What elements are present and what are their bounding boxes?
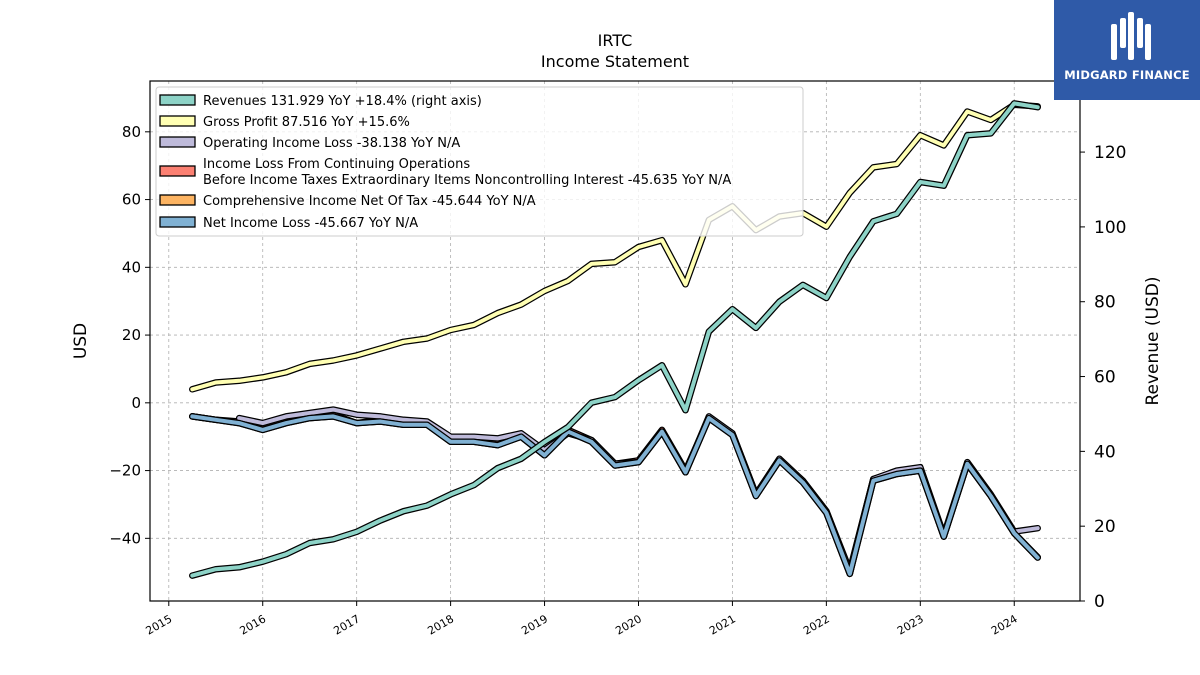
x-tick-label: 2023 (895, 612, 926, 637)
y-left-tick-label: −20 (109, 462, 141, 480)
plot-frame (149, 80, 1081, 602)
legend-label: Revenues 131.929 YoY +18.4% (right axis) (203, 94, 482, 109)
legend-swatch-comprehensive-income-net-of-tax (159, 194, 196, 206)
legend-label: Operating Income Loss -38.138 YoY N/A (203, 136, 460, 151)
legend-box (155, 86, 804, 237)
y-left-tick-label: −40 (109, 529, 141, 547)
net-income-loss-line (190, 414, 1040, 576)
x-tick-label: 2022 (801, 612, 832, 637)
y-right-tick-label: 60 (1094, 368, 1116, 388)
legend: Revenues 131.929 YoY +18.4% (right axis)… (155, 86, 804, 237)
x-tick-label: 2017 (331, 612, 362, 637)
y-right-tick-label: 20 (1094, 517, 1116, 537)
y-left-tick-label: 40 (122, 258, 141, 276)
legend-label: Income Loss From Continuing Operations (203, 157, 470, 172)
y-axis-label-right: Revenue (USD) (1143, 276, 1163, 405)
income-loss-from-continuing-operations-before-income-taxes-extraordinary-items-noncontrolling-interest-line (190, 412, 1040, 575)
comprehensive-income-net-of-tax-line-outline (189, 413, 1041, 578)
y-right-tick-label: 0 (1094, 592, 1105, 612)
y-left-tick-label: 80 (122, 123, 141, 141)
y-left-tick-label: 0 (131, 394, 141, 412)
midgard-finance-logo: MIDGARD FINANCE (1054, 0, 1200, 100)
y-axis-label-left: USD (71, 323, 91, 359)
chart-title: IRTC (597, 31, 633, 50)
legend-label: Gross Profit 87.516 YoY +15.6% (203, 115, 410, 130)
y-right-tick-label: 80 (1094, 293, 1116, 313)
x-tick-label: 2024 (989, 612, 1020, 637)
y-right-tick-label: 120 (1094, 143, 1126, 163)
revenues-line (190, 101, 1040, 578)
y-left-tick-label: 60 (122, 191, 141, 209)
comprehensive-income-net-of-tax-line (190, 414, 1040, 576)
income-loss-from-continuing-operations-before-income-taxes-extraordinary-items-noncontrolling-interest-line-outline (189, 411, 1041, 576)
legend-label: Before Income Taxes Extraordinary Items … (203, 173, 731, 188)
x-tick-label: 2018 (425, 612, 456, 637)
legend-swatch-gross-profit (159, 115, 196, 127)
x-tick-label: 2021 (707, 612, 738, 637)
legend-swatch-revenues (159, 94, 196, 106)
legend-swatch-net-income-loss (159, 216, 196, 228)
y-right-tick-label: 40 (1094, 442, 1116, 462)
x-tick-label: 2019 (519, 612, 550, 637)
y-right-tick-label: 100 (1094, 218, 1126, 238)
net-income-loss-line-outline (189, 413, 1041, 578)
legend-label: Comprehensive Income Net Of Tax -45.644 … (203, 194, 536, 209)
logo-name: MIDGARD FINANCE (1064, 68, 1190, 82)
legend-swatch-income-loss-from-continuing-operations-before-income-taxes-extraordinary-items-noncontrolling-interest (159, 165, 196, 177)
gross-profit-line (190, 102, 1040, 392)
legend-swatch-operating-income-loss (159, 136, 196, 148)
x-tick-label: 2020 (613, 612, 644, 637)
midgard-logo-icon (1111, 12, 1151, 60)
legend-label: Net Income Loss -45.667 YoY N/A (203, 216, 418, 231)
chart-subtitle: Income Statement (540, 52, 690, 71)
x-tick-label: 2015 (144, 612, 175, 637)
y-left-tick-label: 20 (122, 326, 141, 344)
x-tick-label: 2016 (237, 612, 268, 637)
